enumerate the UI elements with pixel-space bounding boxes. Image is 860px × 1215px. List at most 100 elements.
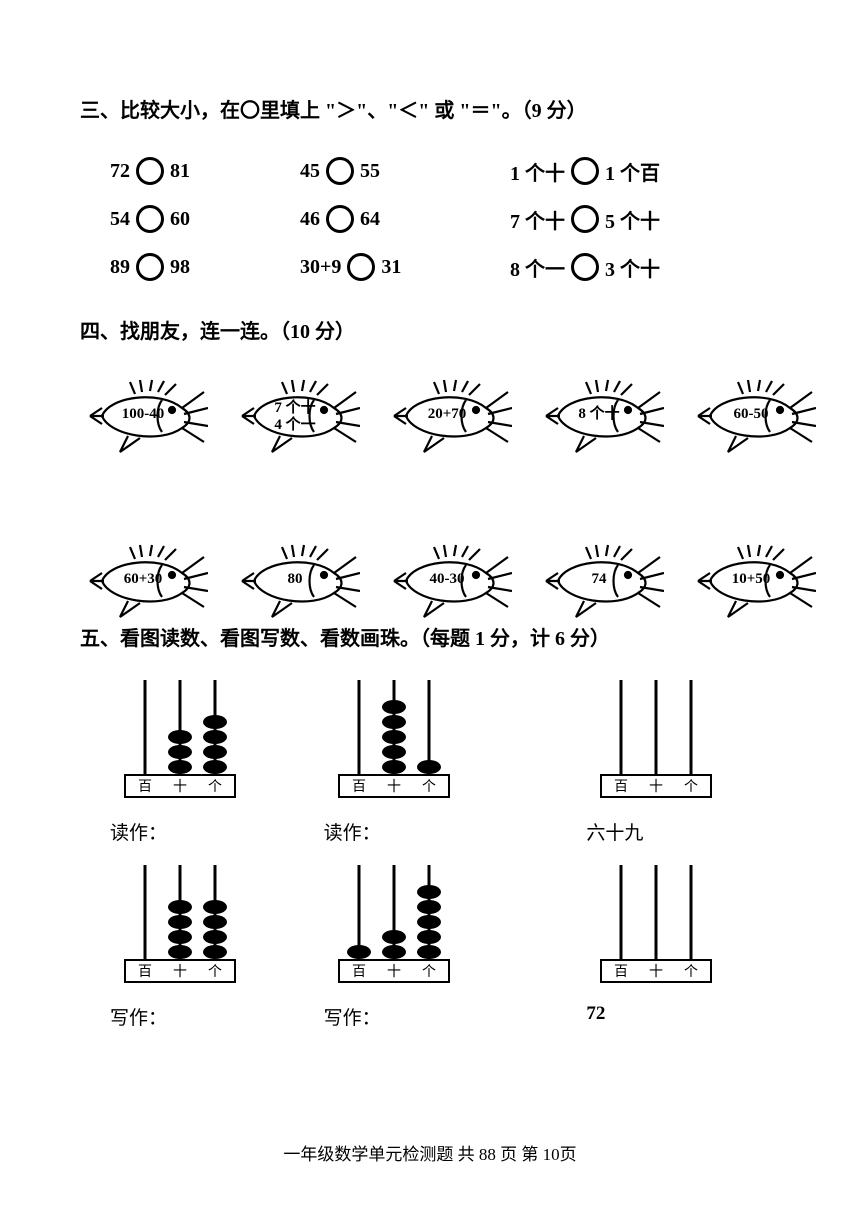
blank-circle[interactable] — [136, 205, 164, 233]
svg-text:个: 个 — [208, 964, 222, 980]
compare-left: 45 — [300, 160, 320, 183]
abacus-icon: 百十个 — [324, 675, 464, 800]
section4-title: 四、找朋友，连一连。（10 分） — [80, 316, 780, 348]
compare-cell: 89 98 — [110, 253, 300, 281]
svg-text:百: 百 — [352, 779, 366, 795]
compare-right: 64 — [360, 208, 380, 231]
blank-circle[interactable] — [347, 253, 375, 281]
svg-text:个: 个 — [684, 964, 698, 980]
abacus-row-2: 百十个写作：百十个写作：百十个72 — [80, 860, 780, 1030]
fish-label: 8 个十 — [564, 406, 634, 423]
svg-text:十: 十 — [387, 964, 401, 980]
svg-text:十: 十 — [387, 779, 401, 795]
fish: 80 — [232, 543, 360, 618]
blank-circle[interactable] — [571, 205, 599, 233]
abacus-block: 百十个读作： — [110, 675, 304, 845]
compare-right: 5 个十 — [605, 205, 660, 234]
fish-label: 100-40 — [108, 406, 178, 423]
compare-right: 31 — [381, 256, 401, 279]
abacus-label: 写作： — [324, 1003, 381, 1030]
page-footer: 一年级数学单元检测题 共 88 页 第 10页 — [0, 1140, 860, 1165]
fish-label: 10+50 — [716, 571, 786, 588]
svg-text:个: 个 — [422, 779, 436, 795]
blank-circle[interactable] — [326, 205, 354, 233]
fish: 60-50 — [688, 378, 816, 453]
compare-grid: 72 81 45 55 1 个十 1 个百 54 60 46 64 7 个十 5 个十 89 98 30+9… — [110, 147, 780, 291]
svg-text:个: 个 — [422, 964, 436, 980]
svg-text:十: 十 — [649, 964, 663, 980]
fish: 20+70 — [384, 378, 512, 453]
blank-circle[interactable] — [136, 157, 164, 185]
svg-text:十: 十 — [173, 779, 187, 795]
svg-text:百: 百 — [138, 779, 152, 795]
abacus-icon: 百十个 — [110, 860, 250, 985]
compare-left: 72 — [110, 160, 130, 183]
blank-circle[interactable] — [136, 253, 164, 281]
abacus-label: 写作： — [110, 1003, 167, 1030]
abacus-label: 读作： — [324, 818, 381, 845]
compare-left: 89 — [110, 256, 130, 279]
compare-right: 1 个百 — [605, 157, 660, 186]
fish: 10+50 — [688, 543, 816, 618]
abacus: 百十个 — [110, 860, 250, 985]
fish: 7 个十4 个一 — [232, 378, 360, 453]
abacus-block: 百 十 个读作： — [324, 675, 547, 845]
abacus-icon: 百十个 — [586, 860, 726, 985]
abacus-block: 百 十 个写作： — [110, 860, 304, 1030]
compare-left: 1 个十 — [510, 157, 565, 186]
compare-row: 72 81 45 55 1 个十 1 个百 — [110, 147, 780, 195]
abacus-block: 百 十 个六十九 — [586, 675, 780, 845]
compare-right: 81 — [170, 160, 190, 183]
abacus-row-1: 百十个读作：百十个读作：百十个六十九 — [80, 675, 780, 845]
compare-left: 8 个一 — [510, 253, 565, 282]
compare-cell: 46 64 — [300, 205, 510, 233]
svg-text:个: 个 — [684, 779, 698, 795]
svg-text:十: 十 — [649, 779, 663, 795]
abacus-icon: 百十个 — [324, 860, 464, 985]
svg-text:百: 百 — [614, 964, 628, 980]
fish-label: 60-50 — [716, 406, 786, 423]
compare-row: 89 98 30+9 31 8 个一 3 个十 — [110, 243, 780, 291]
fish-row-1: 100-40 7 个十4 个一 — [80, 378, 780, 453]
fish-label: 74 — [564, 571, 634, 588]
compare-cell: 7 个十 5 个十 — [510, 205, 770, 234]
compare-right: 55 — [360, 160, 380, 183]
fish-label: 20+70 — [412, 406, 482, 423]
compare-left: 7 个十 — [510, 205, 565, 234]
fish: 40-30 — [384, 543, 512, 618]
compare-right: 98 — [170, 256, 190, 279]
compare-cell: 1 个十 1 个百 — [510, 157, 770, 186]
abacus-block: 百十个72 — [586, 860, 780, 1030]
svg-text:十: 十 — [173, 964, 187, 980]
blank-circle[interactable] — [571, 157, 599, 185]
compare-left: 46 — [300, 208, 320, 231]
compare-cell: 72 81 — [110, 157, 300, 185]
compare-left: 30+9 — [300, 256, 341, 279]
compare-cell: 45 55 — [300, 157, 510, 185]
abacus: 百十个 — [586, 675, 726, 800]
compare-right: 3 个十 — [605, 253, 660, 282]
abacus-label: 六十九 — [586, 818, 643, 845]
svg-text:个: 个 — [208, 779, 222, 795]
abacus-icon: 百十个 — [586, 675, 726, 800]
svg-text:百: 百 — [138, 964, 152, 980]
blank-circle[interactable] — [326, 157, 354, 185]
compare-cell: 54 60 — [110, 205, 300, 233]
compare-cell: 30+9 31 — [300, 253, 510, 281]
blank-circle[interactable] — [571, 253, 599, 281]
abacus-section: 百十个读作：百十个读作：百十个六十九 百十个写作：百十个写作：百十个72 — [80, 675, 780, 1030]
svg-text:百: 百 — [614, 779, 628, 795]
fish: 100-40 — [80, 378, 208, 453]
compare-right: 60 — [170, 208, 190, 231]
svg-text:百: 百 — [352, 964, 366, 980]
fish-label: 7 个十4 个一 — [260, 400, 330, 433]
compare-cell: 8 个一 3 个十 — [510, 253, 770, 282]
section5-title: 五、看图读数、看图写数、看数画珠。（每题 1 分，计 6 分） — [80, 623, 780, 655]
abacus: 百十个 — [586, 860, 726, 985]
abacus: 百十个 — [324, 675, 464, 800]
compare-left: 54 — [110, 208, 130, 231]
fish: 8 个十 — [536, 378, 664, 453]
fish-label: 40-30 — [412, 571, 482, 588]
section3-title: 三、比较大小，在〇里填上 "＞"、"＜" 或 "＝"。（9 分） — [80, 95, 780, 127]
compare-row: 54 60 46 64 7 个十 5 个十 — [110, 195, 780, 243]
